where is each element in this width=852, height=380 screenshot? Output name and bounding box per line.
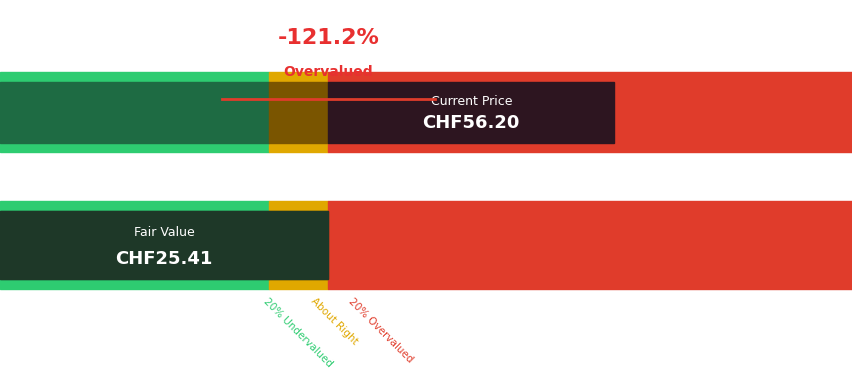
Bar [268,142,328,152]
Bar [0,279,268,289]
Bar [328,201,852,211]
Bar [0,201,268,211]
Bar [0,211,268,279]
Bar [328,142,852,152]
Bar [0,82,268,142]
Bar [268,279,328,289]
Bar [328,82,613,142]
Text: Overvalued: Overvalued [283,65,373,79]
Bar [268,72,328,82]
Bar [268,211,328,279]
Bar [0,211,328,279]
Text: Fair Value: Fair Value [134,226,194,239]
Bar [0,82,268,142]
Text: Current Price: Current Price [430,95,511,108]
Bar [0,142,268,152]
Text: About Right: About Right [308,296,359,347]
Text: CHF56.20: CHF56.20 [422,114,520,132]
Bar [328,279,852,289]
Text: CHF25.41: CHF25.41 [115,250,213,268]
Bar [268,211,328,279]
Bar [268,201,328,211]
Bar [0,72,268,82]
Bar [0,211,268,279]
Bar [328,82,852,142]
Text: 20% Overvalued: 20% Overvalued [347,296,415,365]
Bar [268,82,328,142]
Text: 20% Undervalued: 20% Undervalued [262,296,334,369]
Bar [268,82,328,142]
Bar [328,211,852,279]
Text: -121.2%: -121.2% [277,28,379,48]
Bar [328,72,852,82]
